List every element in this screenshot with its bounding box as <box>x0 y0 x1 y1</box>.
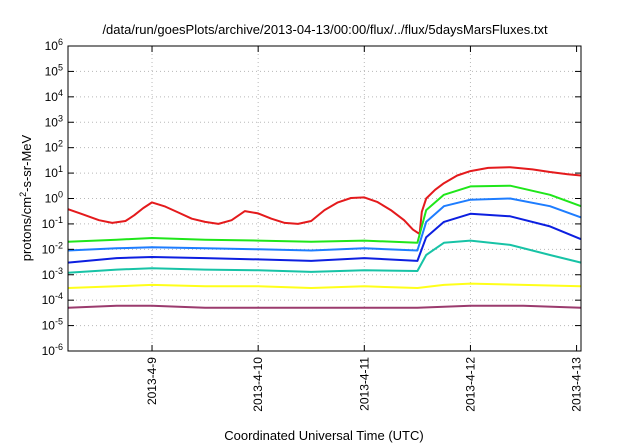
y-tick-base: 10 <box>45 39 59 53</box>
y-tick-exp: 6 <box>58 37 63 47</box>
y-tick-exp: -5 <box>55 317 63 327</box>
x-tick-label: 2013-4-13 <box>570 357 584 412</box>
y-tick-base: 10 <box>45 64 59 78</box>
chart-title: /data/run/goesPlots/archive/2013-04-13/0… <box>102 22 548 37</box>
y-tick-base: 10 <box>45 90 59 104</box>
y-tick-base: 10 <box>42 242 56 256</box>
y-tick-exp: -6 <box>55 342 63 352</box>
y-tick-base: 10 <box>42 217 56 231</box>
y-tick-label: 10-6 <box>42 342 63 358</box>
y-tick-base: 10 <box>42 344 56 358</box>
y-tick-label: 10-5 <box>42 317 63 333</box>
y-tick-exp: 0 <box>58 190 63 200</box>
series-line-3 <box>67 197 582 252</box>
y-tick-exp: -4 <box>55 291 63 301</box>
x-axis: 2013-4-9 2013-4-10 2013-4-11 2013-4-12 2013-… <box>145 46 584 412</box>
y-tick-base: 10 <box>45 115 59 129</box>
y-tick-exp: -1 <box>55 215 63 225</box>
y-tick-exp: -2 <box>55 240 63 250</box>
y-tick-label: 10-4 <box>42 291 63 307</box>
y-tick-exp: 1 <box>58 164 63 174</box>
x-axis-title: Coordinated Universal Time (UTC) <box>224 428 423 443</box>
y-tick-label: 100 <box>45 190 63 206</box>
y-tick-base: 10 <box>45 192 59 206</box>
y-tick-label: 102 <box>45 139 63 155</box>
x-tick-label: 2013-4-10 <box>251 357 265 412</box>
y-tick-label: 103 <box>45 113 63 129</box>
series-line-5 <box>67 239 582 274</box>
y-axis-title-sup: 2 <box>18 192 28 197</box>
series-line-1 <box>67 166 582 235</box>
series-line-2 <box>67 184 582 244</box>
y-tick-exp: -3 <box>55 266 63 276</box>
y-axis-title-suffix: -s-sr-MeV <box>19 134 34 191</box>
y-axis-title: protons/cm2-s-sr-MeV <box>18 134 34 261</box>
y-tick-base: 10 <box>45 141 59 155</box>
y-tick-label: 106 <box>45 37 63 53</box>
y-tick-label: 101 <box>45 164 63 180</box>
y-tick-label: 10-1 <box>42 215 63 231</box>
x-tick-label: 2013-4-12 <box>463 357 477 412</box>
x-tick-label: 2013-4-11 <box>357 357 371 411</box>
series-line-7 <box>67 304 582 309</box>
y-tick-label: 104 <box>45 88 63 104</box>
series-group <box>67 166 582 309</box>
y-tick-base: 10 <box>42 319 56 333</box>
y-tick-exp: 4 <box>58 88 63 98</box>
y-tick-label: 105 <box>45 62 63 78</box>
y-axis: 10-610-510-410-310-210-11001011021031041… <box>42 37 581 358</box>
y-axis-title-prefix: protons/cm <box>19 197 34 261</box>
y-tick-label: 10-3 <box>42 266 63 282</box>
y-tick-label: 10-2 <box>42 240 63 256</box>
y-tick-exp: 2 <box>58 139 63 149</box>
y-tick-exp: 3 <box>58 113 63 123</box>
y-tick-base: 10 <box>45 166 59 180</box>
y-tick-base: 10 <box>42 268 56 282</box>
series-line-4 <box>67 212 582 264</box>
y-tick-exp: 5 <box>58 62 63 72</box>
y-tick-base: 10 <box>42 293 56 307</box>
x-tick-label: 2013-4-9 <box>145 357 159 405</box>
series-line-6 <box>67 282 582 289</box>
